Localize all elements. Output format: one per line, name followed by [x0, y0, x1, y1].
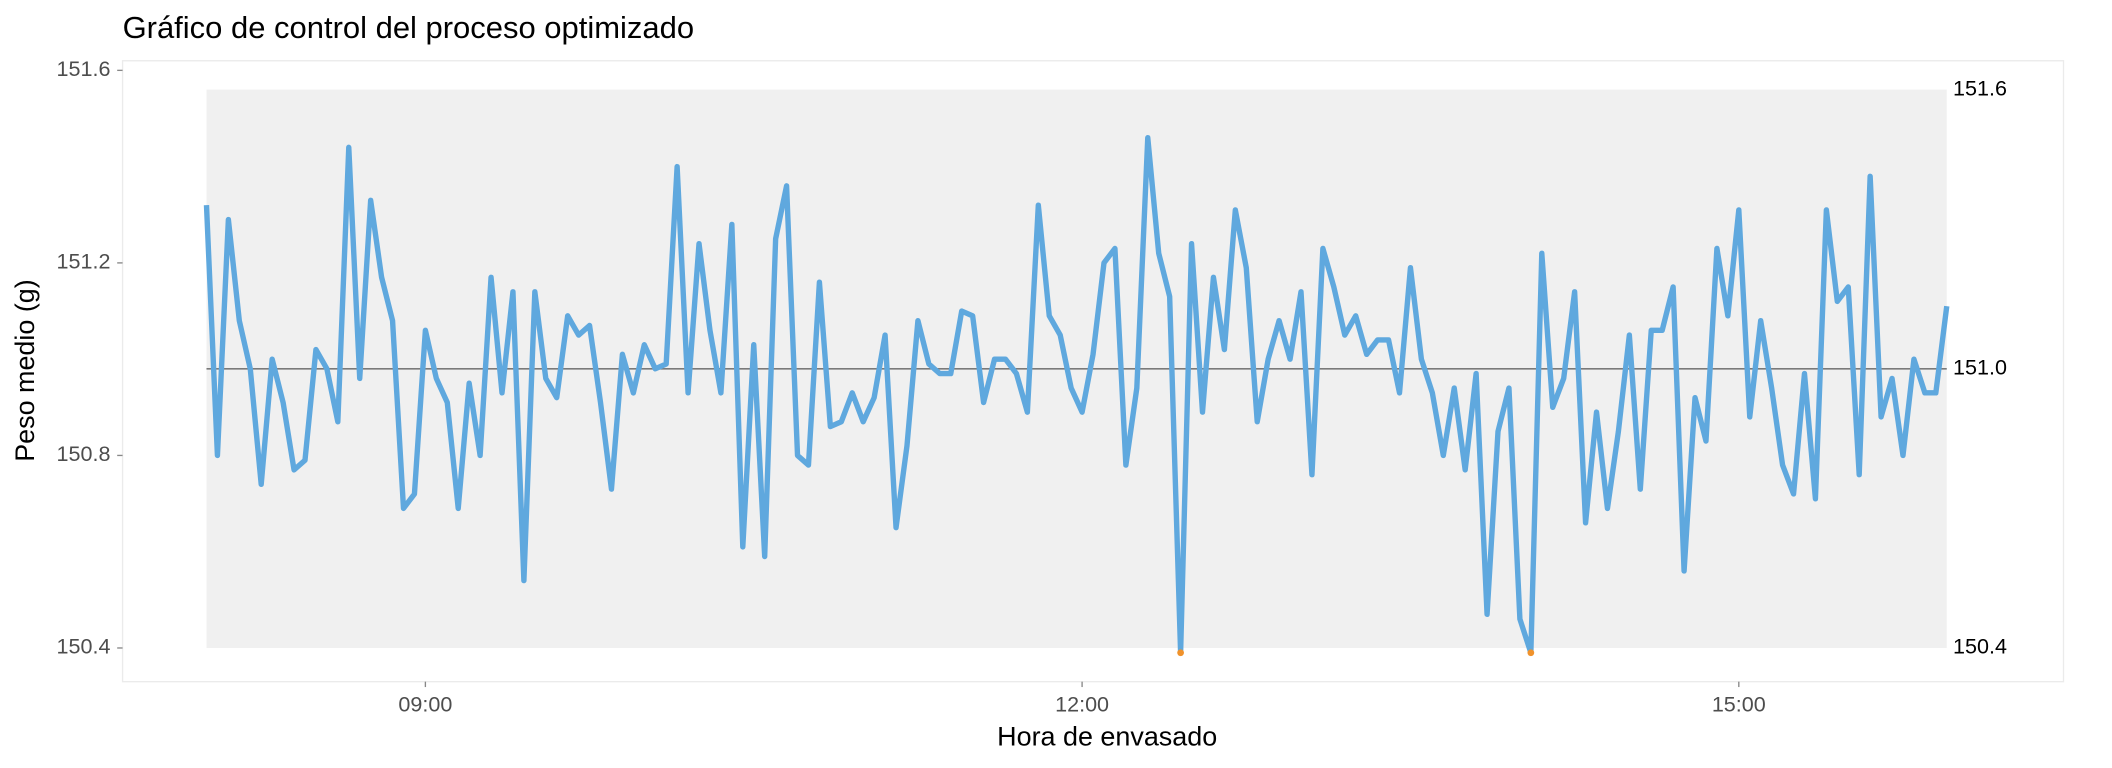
- x-axis-label: Hora de envasado: [997, 721, 1217, 751]
- y-tick-label: 150.4: [57, 634, 111, 659]
- x-tick-label: 15:00: [1712, 692, 1766, 717]
- y-axis-label: Peso medio (g): [10, 279, 40, 462]
- y-tick-label: 151.6: [57, 56, 111, 81]
- out-of-control-point: [1527, 649, 1535, 657]
- y-tick-label: 151.2: [57, 249, 111, 274]
- y-tick-label: 150.8: [57, 441, 111, 466]
- chart-title: Gráfico de control del proceso optimizad…: [123, 10, 695, 45]
- data-line: [203, 135, 1950, 656]
- y2-tick-label: 150.4: [1953, 634, 2007, 659]
- y2-tick-label: 151.6: [1953, 75, 2007, 100]
- x-tick-label: 09:00: [398, 692, 452, 717]
- x-tick-label: 12:00: [1055, 692, 1109, 717]
- y2-tick-label: 151.0: [1953, 354, 2007, 379]
- out-of-control-point: [1177, 649, 1184, 657]
